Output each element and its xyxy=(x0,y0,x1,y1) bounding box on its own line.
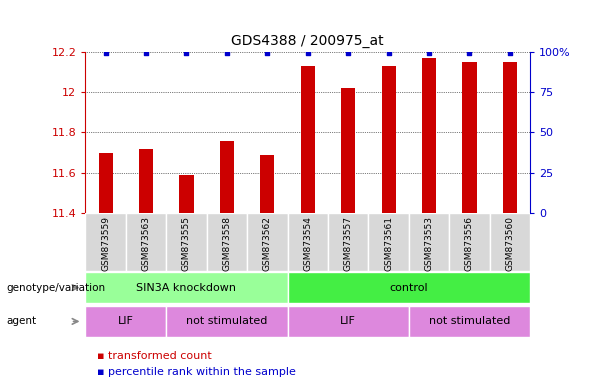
Text: not stimulated: not stimulated xyxy=(186,316,267,326)
Text: GSM873557: GSM873557 xyxy=(343,216,353,271)
Text: GSM873563: GSM873563 xyxy=(141,216,151,271)
Bar xyxy=(85,213,126,271)
Point xyxy=(505,50,515,56)
Bar xyxy=(382,66,396,213)
Text: LIF: LIF xyxy=(340,316,356,326)
Text: GSM873554: GSM873554 xyxy=(303,216,312,271)
Bar xyxy=(462,62,477,213)
Text: GSM873555: GSM873555 xyxy=(182,216,191,271)
Bar xyxy=(409,306,530,337)
Bar xyxy=(85,272,287,303)
Bar xyxy=(166,306,287,337)
Point xyxy=(222,50,231,56)
Bar xyxy=(260,155,274,213)
Text: ▪ percentile rank within the sample: ▪ percentile rank within the sample xyxy=(97,367,296,377)
Bar xyxy=(139,149,153,213)
Bar xyxy=(166,213,207,271)
Point xyxy=(182,50,191,56)
Bar xyxy=(328,213,368,271)
Bar xyxy=(98,153,112,213)
Text: agent: agent xyxy=(6,316,36,326)
Bar xyxy=(300,66,315,213)
Text: ▪ transformed count: ▪ transformed count xyxy=(97,351,212,361)
Text: GSM873562: GSM873562 xyxy=(263,216,272,271)
Bar xyxy=(287,213,328,271)
Text: not stimulated: not stimulated xyxy=(429,316,510,326)
Text: GSM873553: GSM873553 xyxy=(425,216,434,271)
Point xyxy=(141,50,151,56)
Bar xyxy=(247,213,287,271)
Bar xyxy=(287,306,409,337)
Text: SIN3A knockdown: SIN3A knockdown xyxy=(137,283,236,293)
Bar xyxy=(180,175,194,213)
Bar xyxy=(489,213,530,271)
Point xyxy=(424,50,434,56)
Point xyxy=(465,50,474,56)
Text: genotype/variation: genotype/variation xyxy=(6,283,105,293)
Text: GSM873560: GSM873560 xyxy=(505,216,514,271)
Point xyxy=(384,50,393,56)
Bar xyxy=(368,213,409,271)
Bar xyxy=(409,213,449,271)
Point xyxy=(101,50,110,56)
Bar xyxy=(422,58,436,213)
Bar xyxy=(287,272,530,303)
Text: GSM873559: GSM873559 xyxy=(101,216,110,271)
Bar xyxy=(449,213,489,271)
Bar xyxy=(503,62,517,213)
Text: GSM873558: GSM873558 xyxy=(223,216,231,271)
Title: GDS4388 / 200975_at: GDS4388 / 200975_at xyxy=(231,34,384,48)
Bar xyxy=(220,141,234,213)
Text: GSM873561: GSM873561 xyxy=(384,216,393,271)
Point xyxy=(303,50,313,56)
Text: LIF: LIF xyxy=(118,316,134,326)
Point xyxy=(343,50,353,56)
Bar xyxy=(126,213,166,271)
Text: control: control xyxy=(389,283,428,293)
Bar xyxy=(85,306,166,337)
Bar xyxy=(207,213,247,271)
Point xyxy=(263,50,272,56)
Text: GSM873556: GSM873556 xyxy=(465,216,474,271)
Bar xyxy=(341,88,355,213)
